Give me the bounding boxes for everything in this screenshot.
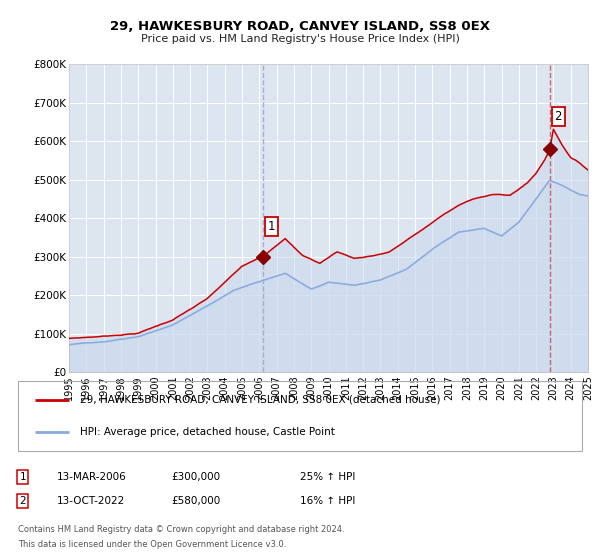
Text: 16% ↑ HPI: 16% ↑ HPI [300, 496, 355, 506]
Text: This data is licensed under the Open Government Licence v3.0.: This data is licensed under the Open Gov… [18, 540, 286, 549]
Text: 29, HAWKESBURY ROAD, CANVEY ISLAND, SS8 0EX (detached house): 29, HAWKESBURY ROAD, CANVEY ISLAND, SS8 … [80, 395, 440, 405]
Text: Contains HM Land Registry data © Crown copyright and database right 2024.: Contains HM Land Registry data © Crown c… [18, 525, 344, 534]
Text: 13-MAR-2006: 13-MAR-2006 [57, 472, 127, 482]
Text: 1: 1 [268, 220, 275, 232]
Text: HPI: Average price, detached house, Castle Point: HPI: Average price, detached house, Cast… [80, 427, 335, 437]
Text: £580,000: £580,000 [171, 496, 220, 506]
Text: 29, HAWKESBURY ROAD, CANVEY ISLAND, SS8 0EX: 29, HAWKESBURY ROAD, CANVEY ISLAND, SS8 … [110, 20, 490, 32]
Text: 25% ↑ HPI: 25% ↑ HPI [300, 472, 355, 482]
Text: 13-OCT-2022: 13-OCT-2022 [57, 496, 125, 506]
Text: £300,000: £300,000 [171, 472, 220, 482]
Text: Price paid vs. HM Land Registry's House Price Index (HPI): Price paid vs. HM Land Registry's House … [140, 34, 460, 44]
Text: 2: 2 [19, 496, 26, 506]
Text: 2: 2 [554, 110, 562, 123]
Text: 1: 1 [19, 472, 26, 482]
